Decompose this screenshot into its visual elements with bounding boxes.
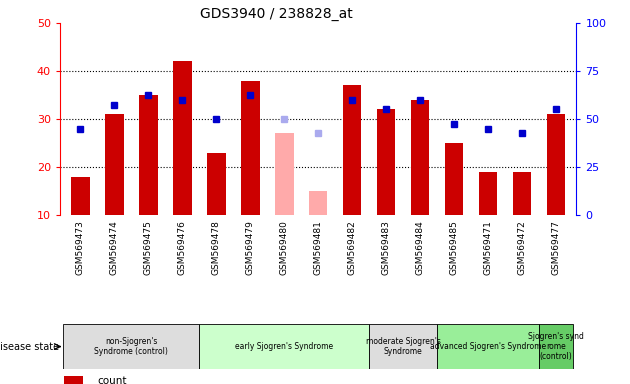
Bar bbox=[275, 134, 294, 215]
Bar bbox=[411, 100, 430, 215]
Text: GSM569479: GSM569479 bbox=[246, 220, 255, 275]
Text: GSM569471: GSM569471 bbox=[484, 220, 493, 275]
Text: GSM569478: GSM569478 bbox=[212, 220, 220, 275]
Bar bbox=[377, 109, 396, 215]
Bar bbox=[173, 61, 192, 215]
Text: GSM569481: GSM569481 bbox=[314, 220, 323, 275]
Bar bbox=[343, 86, 362, 215]
Text: GSM569484: GSM569484 bbox=[416, 220, 425, 275]
Text: GSM569480: GSM569480 bbox=[280, 220, 289, 275]
Bar bbox=[539, 324, 573, 369]
Text: GSM569475: GSM569475 bbox=[144, 220, 152, 275]
Text: Sjogren's synd
rome
(control): Sjogren's synd rome (control) bbox=[528, 332, 584, 361]
Text: early Sjogren's Syndrome: early Sjogren's Syndrome bbox=[235, 342, 333, 351]
Text: GSM569482: GSM569482 bbox=[348, 220, 357, 275]
Bar bbox=[105, 114, 123, 215]
Text: GSM569472: GSM569472 bbox=[518, 220, 527, 275]
Bar bbox=[369, 324, 437, 369]
Text: GSM569483: GSM569483 bbox=[382, 220, 391, 275]
Bar bbox=[241, 81, 260, 215]
Bar bbox=[309, 191, 328, 215]
Text: GSM569476: GSM569476 bbox=[178, 220, 186, 275]
Bar bbox=[139, 95, 158, 215]
Bar bbox=[63, 324, 199, 369]
Bar bbox=[199, 324, 369, 369]
Bar bbox=[547, 114, 565, 215]
Bar bbox=[479, 172, 498, 215]
Text: non-Sjogren's
Syndrome (control): non-Sjogren's Syndrome (control) bbox=[94, 337, 168, 356]
Text: GSM569485: GSM569485 bbox=[450, 220, 459, 275]
Text: advanced Sjogren's Syndrome: advanced Sjogren's Syndrome bbox=[430, 342, 546, 351]
Bar bbox=[71, 177, 89, 215]
Bar bbox=[437, 324, 539, 369]
Bar bbox=[445, 143, 464, 215]
Bar bbox=[64, 376, 83, 384]
Bar bbox=[513, 172, 532, 215]
Text: count: count bbox=[97, 376, 127, 384]
Text: disease state: disease state bbox=[0, 341, 59, 352]
Text: GSM569477: GSM569477 bbox=[551, 220, 561, 275]
Text: GSM569473: GSM569473 bbox=[76, 220, 85, 275]
Title: GDS3940 / 238828_at: GDS3940 / 238828_at bbox=[200, 7, 353, 21]
Bar bbox=[207, 152, 226, 215]
Text: GSM569474: GSM569474 bbox=[110, 220, 118, 275]
Text: moderate Sjogren's
Syndrome: moderate Sjogren's Syndrome bbox=[365, 337, 440, 356]
